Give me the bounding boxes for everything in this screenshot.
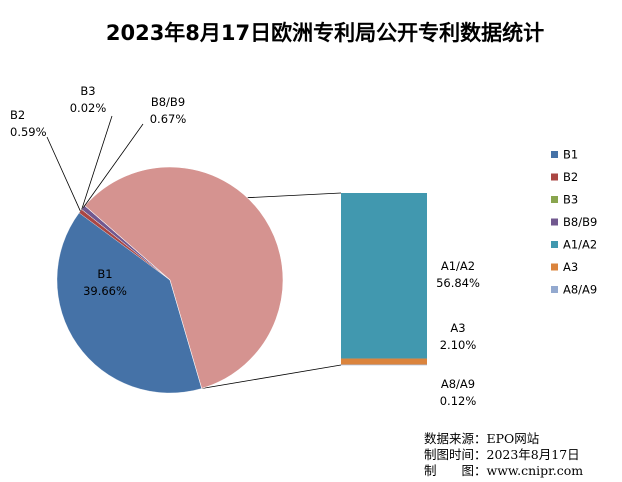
bar-label-a8-a9-value: 0.12% [440,394,477,408]
bar-segment-a1-a2 [341,193,427,359]
legend-label-b3: B3 [563,193,578,207]
legend-swatch-b2 [551,173,558,181]
pie-label-b2-value: 0.59% [10,125,47,139]
pie-label-b3-name: B3 [80,84,95,98]
bar-segment-a3 [341,358,427,365]
legend: B1 B2 B3 B8/B9 A1/A2 A3 A8/A9 [551,148,597,297]
pie [56,166,284,394]
leader-line-b2 [46,136,81,212]
footer-date: 制图时间：2023年8月17日 [424,447,580,462]
legend-swatch-a1-a2 [551,241,558,248]
legend-label-a8-a9: A8/A9 [563,283,597,297]
legend-label-a3: A3 [563,260,578,274]
legend-swatch-a8-a9 [551,286,558,293]
pie-label-b1-value: 39.66% [83,284,127,298]
legend-swatch-b8-b9 [551,218,558,226]
pie-label-b1-name: B1 [97,267,112,281]
legend-swatch-b3 [551,196,558,203]
footer-author: 制 图：www.cnipr.com [424,463,583,478]
pie-label-b8-b9-value: 0.67% [150,112,187,126]
pie-label-b3-value: 0.02% [70,101,107,115]
connector-bottom [201,364,342,389]
chart-title: 2023年8月17日欧洲专利局公开专利数据统计 [106,21,544,45]
pie-label-b2-name: B2 [10,108,25,122]
data-labels: B1 39.66% B2 0.59% B3 0.02% B8/B9 0.67% A1/A2 56.… [10,84,480,408]
legend-swatch-b1 [551,151,558,158]
pie-label-b8-b9-name: B8/B9 [151,95,185,109]
bar-label-a3-value: 2.10% [440,338,477,352]
bar-label-a1-a2-value: 56.84% [436,276,480,290]
legend-label-b2: B2 [563,170,578,184]
pie-slice-other [84,166,284,389]
leader-line-b3 [81,115,113,210]
bar-segment-a8-a9 [341,364,427,366]
legend-label-b1: B1 [563,148,578,162]
bar-label-a1-a2-name: A1/A2 [441,259,475,273]
legend-label-a1-a2: A1/A2 [563,238,597,252]
pie-slice-b1 [56,212,202,394]
footer-source: 数据来源：EPO网站 [424,431,539,446]
stacked-bar [341,193,427,366]
leader-line-b8-b9 [82,123,144,208]
footer: 数据来源：EPO网站 制图时间：2023年8月17日 制 图：www.cnipr… [424,431,583,478]
bar-label-a8-a9-name: A8/A9 [441,377,475,391]
legend-swatch-a3 [551,263,558,271]
bar-label-a3-name: A3 [450,321,465,335]
legend-label-b8-b9: B8/B9 [563,215,597,229]
